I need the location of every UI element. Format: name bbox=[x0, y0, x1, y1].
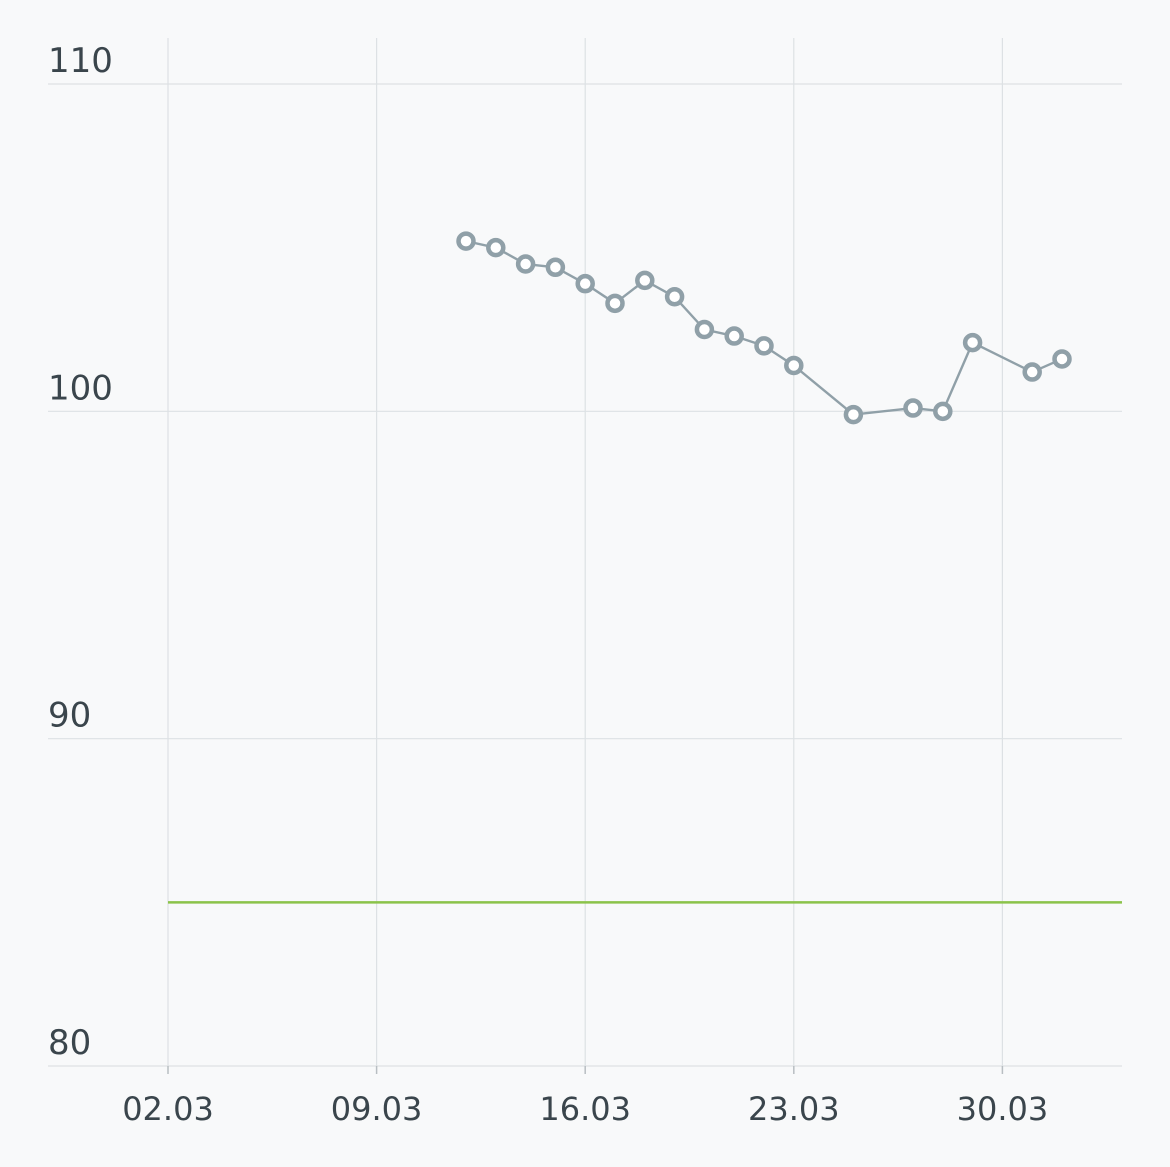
data-point[interactable] bbox=[635, 270, 655, 291]
data-point[interactable] bbox=[1022, 362, 1042, 382]
grid bbox=[48, 38, 1122, 1074]
data-point[interactable] bbox=[754, 336, 774, 356]
data-point[interactable] bbox=[784, 355, 804, 376]
x-axis-ticks: 02.03 09.03 16.03 23.03 30.03 bbox=[122, 1090, 1048, 1128]
data-point[interactable] bbox=[515, 254, 536, 274]
data-point[interactable] bbox=[605, 293, 625, 314]
y-tick-label: 100 bbox=[48, 368, 113, 408]
data-point[interactable] bbox=[962, 332, 983, 353]
x-tick-label: 23.03 bbox=[748, 1090, 840, 1128]
data-point[interactable] bbox=[545, 257, 566, 278]
y-tick-label: 80 bbox=[48, 1023, 91, 1063]
data-point[interactable] bbox=[843, 404, 864, 425]
data-point[interactable] bbox=[903, 398, 923, 418]
data-point[interactable] bbox=[1052, 349, 1072, 369]
data-point[interactable] bbox=[664, 287, 685, 307]
data-point[interactable] bbox=[933, 401, 953, 422]
data-point[interactable] bbox=[575, 273, 595, 294]
x-tick-label: 30.03 bbox=[957, 1090, 1049, 1128]
y-tick-label: 110 bbox=[48, 41, 113, 81]
x-tick-label: 02.03 bbox=[122, 1090, 214, 1128]
y-tick-label: 90 bbox=[48, 696, 91, 736]
series-layer bbox=[456, 231, 1072, 425]
data-point[interactable] bbox=[486, 237, 506, 258]
x-tick-label: 16.03 bbox=[539, 1090, 631, 1128]
x-tick-label: 09.03 bbox=[331, 1090, 423, 1128]
y-axis-ticks: 80 90 100 110 bbox=[48, 41, 113, 1063]
data-point[interactable] bbox=[456, 231, 476, 251]
data-point[interactable] bbox=[724, 326, 744, 346]
data-point[interactable] bbox=[694, 319, 715, 340]
